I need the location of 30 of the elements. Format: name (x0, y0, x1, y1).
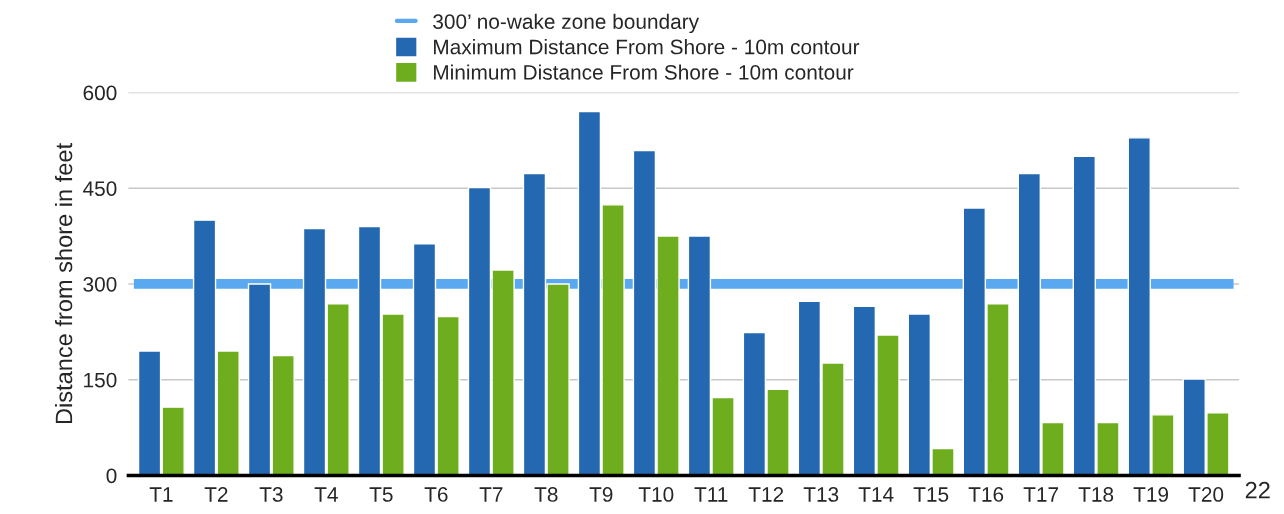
legend-label: Maximum Distance From Shore - 10m contour (434, 39, 860, 55)
y-tick-label: 0 (106, 468, 117, 484)
legend-label: 300’ no-wake zone boundary (433, 13, 700, 34)
y-tick-label: 450 (83, 181, 117, 197)
x-tick-label: T14 (858, 487, 894, 502)
x-tick-label: T5 (369, 487, 393, 502)
y-tick-label: 600 (83, 85, 117, 101)
text: 22 (1245, 481, 1270, 499)
x-tick-label: T9 (589, 487, 613, 502)
x-tick-label: T18 (1078, 487, 1114, 502)
x-tick-label: T13 (803, 487, 839, 502)
x-tick-label: T7 (479, 487, 503, 502)
y-tick-label: 300 (83, 276, 117, 292)
x-tick-label: T2 (204, 487, 228, 502)
legend-label: Minimum Distance From Shore - 10m contour (434, 64, 854, 80)
x-tick-label: T6 (424, 487, 448, 502)
x-tick-label: T10 (638, 487, 674, 502)
x-tick-label: T11 (694, 487, 728, 502)
x-tick-label: T19 (1133, 487, 1169, 502)
y-axis-title: Distance from shore in feet (54, 143, 73, 424)
x-tick-label: T20 (1188, 487, 1224, 502)
x-tick-label: T17 (1023, 487, 1059, 502)
x-tick-label: T8 (534, 487, 558, 502)
x-tick-label: T1 (149, 487, 173, 502)
x-tick-label: T16 (968, 487, 1004, 502)
y-tick-label: 150 (84, 372, 117, 388)
x-tick-label: T3 (259, 487, 283, 502)
x-tick-label: T15 (913, 487, 949, 502)
x-tick-label: T4 (314, 487, 338, 502)
x-tick-label: T12 (748, 487, 784, 502)
